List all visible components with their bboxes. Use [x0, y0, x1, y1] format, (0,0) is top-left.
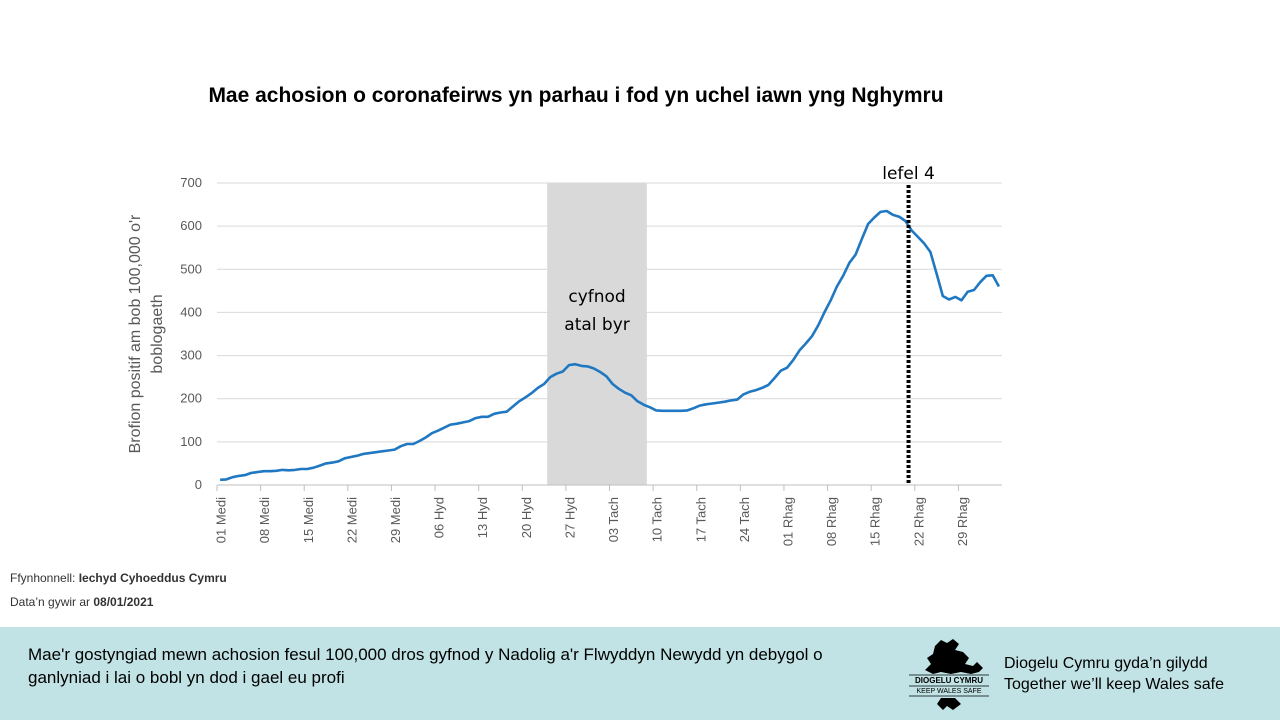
- y-tick-label: 300: [180, 348, 202, 363]
- x-tick-label: 06 Hyd: [432, 497, 447, 538]
- y-tick-label: 700: [180, 175, 202, 190]
- marker-label: lefel 4: [882, 164, 935, 184]
- x-tick-label: 22 Rhag: [911, 497, 926, 546]
- x-tick-label: 24 Tach: [737, 497, 752, 542]
- y-axis-label: Brofion positif am bob 100,000 o'r: [127, 214, 144, 453]
- y-tick-label: 200: [180, 391, 202, 406]
- date-value: 08/01/2021: [93, 595, 154, 609]
- source-label: Ffynhonnell:: [10, 571, 76, 585]
- y-tick-label: 100: [180, 434, 202, 449]
- tagline-cy: Diogelu Cymru gyda’n gilydd: [1004, 655, 1208, 672]
- x-tick-label: 22 Medi: [344, 497, 359, 543]
- logo-line1: DIOGELU CYMRU: [915, 676, 983, 685]
- x-tick-label: 20 Hyd: [519, 497, 534, 538]
- y-tick-label: 500: [180, 261, 202, 276]
- keep-wales-safe-logo: DIOGELU CYMRU KEEP WALES SAFE: [909, 639, 989, 710]
- x-tick-label: 01 Medi: [214, 497, 229, 543]
- x-tick-label: 15 Rhag: [868, 497, 883, 546]
- logo-line2: KEEP WALES SAFE: [917, 688, 982, 695]
- footer-banner: Mae'r gostyngiad mewn achosion fesul 100…: [0, 627, 1280, 720]
- x-tick-label: 08 Medi: [257, 497, 272, 543]
- y-axis-label: boblogaeth: [149, 294, 166, 373]
- x-tick-label: 29 Rhag: [955, 497, 970, 546]
- tagline-en: Together we’ll keep Wales safe: [1004, 676, 1224, 693]
- footer-message: Mae'r gostyngiad mewn achosion fesul 100…: [28, 645, 823, 687]
- x-tick-label: 27 Hyd: [562, 497, 577, 538]
- source-value: Iechyd Cyhoeddus Cymru: [78, 571, 227, 585]
- line-chart: 0 100 200 300 400 500 600 700 01 Medi 08 Medi 15 M…: [127, 164, 1002, 546]
- x-tick-label: 10 Tach: [650, 497, 665, 542]
- wales-map-icon: [925, 639, 983, 674]
- y-tick-label: 400: [180, 304, 202, 319]
- x-tick-label: 15 Medi: [301, 497, 316, 543]
- x-tick-label: 03 Tach: [606, 497, 621, 542]
- source-line: Ffynhonnell: Iechyd Cyhoeddus Cymru: [10, 571, 227, 585]
- shaded-region-label: cyfnod: [568, 287, 625, 307]
- x-tick-label: 29 Medi: [388, 497, 403, 543]
- date-line: Data’n gywir ar 08/01/2021: [10, 595, 153, 609]
- chart-title: Mae achosion o coronafeirws yn parhau i …: [208, 84, 944, 107]
- y-tick-label: 0: [195, 477, 202, 492]
- x-tick-label: 08 Rhag: [824, 497, 839, 546]
- tagline: Diogelu Cymru gyda’n gilydd Together we’…: [1004, 653, 1224, 695]
- series-line: [220, 209, 1001, 482]
- x-tick-label: 17 Tach: [693, 497, 708, 542]
- shaded-region-label: atal byr: [564, 315, 629, 335]
- date-label: Data’n gywir ar: [10, 595, 91, 609]
- shaded-region: [547, 183, 647, 485]
- y-tick-label: 600: [180, 218, 202, 233]
- x-tick-label: 13 Hyd: [475, 497, 490, 538]
- x-tick-label: 01 Rhag: [780, 497, 795, 546]
